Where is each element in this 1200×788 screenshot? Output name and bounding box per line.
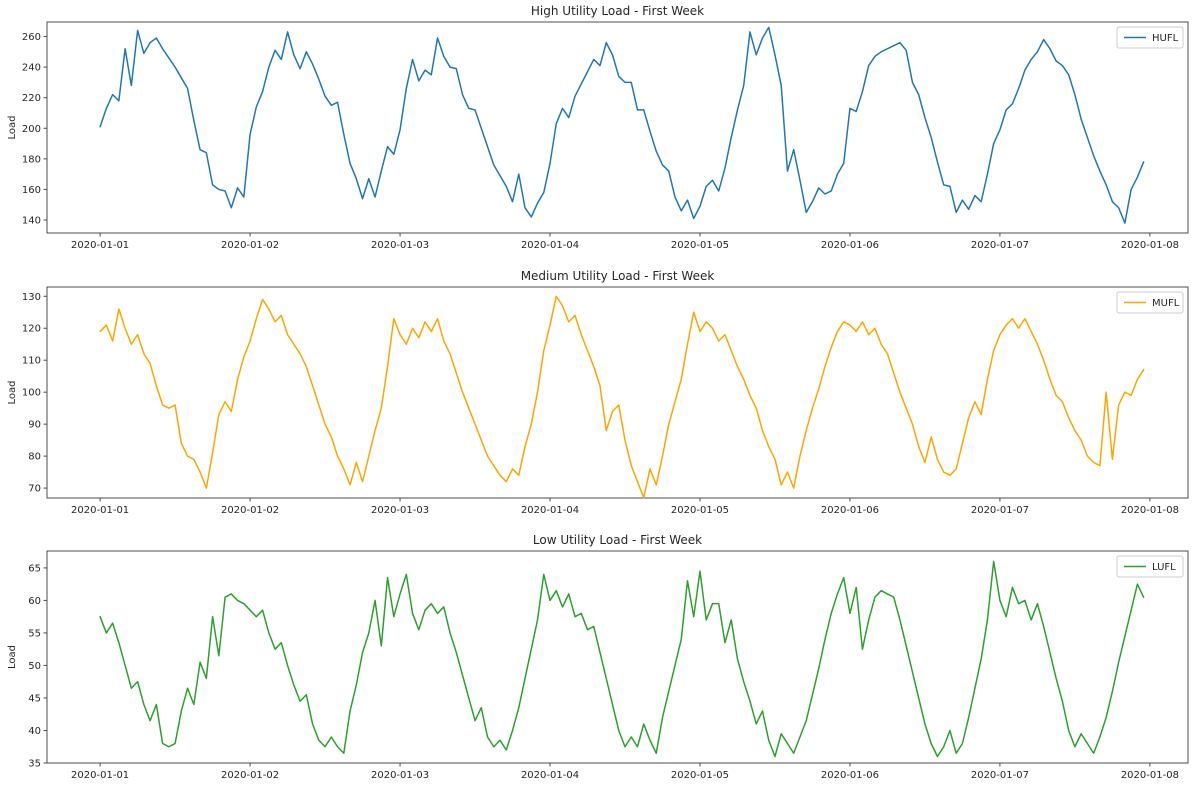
x-tick-label: 2020-01-08 xyxy=(1121,505,1179,516)
mufl-line xyxy=(99,295,1145,499)
y-tick-label: 220 xyxy=(22,93,41,104)
x-axis-ticks-lufl: 2020-01-01 2020-01-02 2020-01-03 2020-01-04… xyxy=(71,763,1179,781)
x-tick-label: 2020-01-05 xyxy=(671,240,729,251)
lufl-line xyxy=(99,560,1145,758)
y-axis-label-hufl: Load xyxy=(7,116,18,140)
legend-label: MUFL xyxy=(1152,298,1180,309)
y-tick-label: 110 xyxy=(22,356,41,367)
x-tick-label: 2020-01-07 xyxy=(971,505,1029,516)
x-tick-label: 2020-01-07 xyxy=(971,770,1029,781)
x-tick-label: 2020-01-06 xyxy=(821,240,879,251)
legend-box xyxy=(1116,555,1184,578)
legend-mufl: MUFL xyxy=(1116,291,1184,314)
legend-lufl: LUFL xyxy=(1116,555,1184,578)
x-tick-label: 2020-01-01 xyxy=(71,770,129,781)
y-axis-ticks-mufl: 70 80 90 100 110 120 130 xyxy=(22,292,47,495)
x-tick-label: 2020-01-04 xyxy=(521,240,579,251)
y-tick-label: 140 xyxy=(22,216,41,227)
legend-hufl: HUFL xyxy=(1116,26,1184,49)
y-tick-label: 45 xyxy=(28,693,41,704)
y-axis-label-mufl: Load xyxy=(7,381,18,405)
x-tick-label: 2020-01-06 xyxy=(821,505,879,516)
chart-title-hufl: High Utility Load - First Week xyxy=(531,4,704,18)
chart-lufl: Low Utility Load - First Week Load 35 40 45 5… xyxy=(7,533,1189,781)
x-tick-label: 2020-01-07 xyxy=(971,240,1029,251)
x-axis-ticks-mufl: 2020-01-01 2020-01-02 2020-01-03 2020-01-04… xyxy=(71,498,1179,516)
plot-spines-lufl xyxy=(46,550,1189,764)
x-tick-label: 2020-01-02 xyxy=(221,505,279,516)
x-tick-label: 2020-01-04 xyxy=(521,505,579,516)
x-tick-label: 2020-01-08 xyxy=(1121,770,1179,781)
y-tick-label: 35 xyxy=(28,759,41,770)
x-tick-label: 2020-01-05 xyxy=(671,505,729,516)
y-axis-label-lufl: Load xyxy=(7,645,18,669)
y-tick-label: 120 xyxy=(22,324,41,335)
x-tick-label: 2020-01-02 xyxy=(221,770,279,781)
y-tick-label: 180 xyxy=(22,154,41,165)
plot-spines-hufl xyxy=(46,21,1189,234)
y-tick-label: 55 xyxy=(28,628,41,639)
y-axis-ticks-lufl: 35 40 45 50 55 60 65 xyxy=(28,563,47,770)
y-tick-label: 65 xyxy=(28,563,41,574)
x-axis-ticks-hufl: 2020-01-01 2020-01-02 2020-01-03 2020-01-04… xyxy=(71,233,1179,251)
chart-title-mufl: Medium Utility Load - First Week xyxy=(521,269,715,283)
y-tick-label: 160 xyxy=(22,185,41,196)
legend-label: HUFL xyxy=(1152,33,1179,44)
chart-hufl: High Utility Load - First Week Load 140 160… xyxy=(7,4,1189,251)
plot-spines-mufl xyxy=(46,286,1189,499)
x-tick-label: 2020-01-03 xyxy=(371,240,429,251)
y-tick-label: 60 xyxy=(28,596,41,607)
hufl-line xyxy=(99,26,1145,224)
y-tick-label: 40 xyxy=(28,726,41,737)
x-tick-label: 2020-01-05 xyxy=(671,770,729,781)
y-tick-label: 260 xyxy=(22,32,41,43)
x-tick-label: 2020-01-06 xyxy=(821,770,879,781)
chart-mufl: Medium Utility Load - First Week Load 70 80… xyxy=(7,269,1189,516)
y-tick-label: 90 xyxy=(28,420,41,431)
y-tick-label: 50 xyxy=(28,661,41,672)
x-tick-label: 2020-01-08 xyxy=(1121,240,1179,251)
legend-box xyxy=(1116,26,1184,49)
x-tick-label: 2020-01-01 xyxy=(71,505,129,516)
y-axis-ticks-hufl: 140 160 180 200 220 240 260 xyxy=(22,32,47,227)
y-tick-label: 240 xyxy=(22,63,41,74)
x-tick-label: 2020-01-03 xyxy=(371,505,429,516)
y-tick-label: 80 xyxy=(28,452,41,463)
x-tick-label: 2020-01-04 xyxy=(521,770,579,781)
legend-box xyxy=(1116,291,1184,314)
y-tick-label: 130 xyxy=(22,292,41,303)
x-tick-label: 2020-01-03 xyxy=(371,770,429,781)
chart-title-lufl: Low Utility Load - First Week xyxy=(533,533,702,547)
x-tick-label: 2020-01-01 xyxy=(71,240,129,251)
legend-label: LUFL xyxy=(1152,562,1176,573)
y-tick-label: 100 xyxy=(22,388,41,399)
x-tick-label: 2020-01-02 xyxy=(221,240,279,251)
y-tick-label: 200 xyxy=(22,124,41,135)
y-tick-label: 70 xyxy=(28,484,41,495)
